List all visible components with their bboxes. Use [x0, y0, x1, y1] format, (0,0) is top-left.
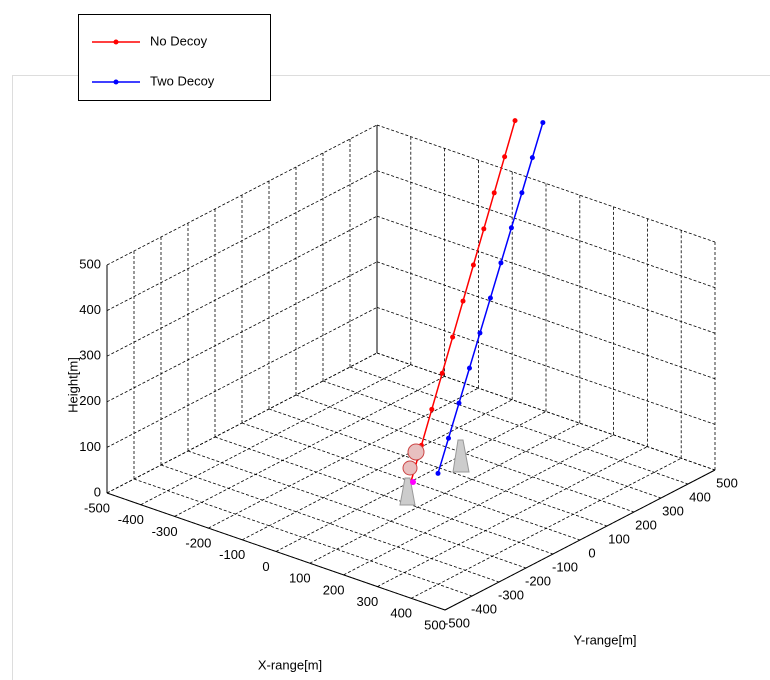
y-tick-label: -100	[552, 559, 578, 574]
y-tick-label: -300	[498, 587, 524, 602]
y-tick-label: 0	[588, 545, 595, 560]
data-point	[429, 406, 435, 412]
data-point	[519, 190, 525, 196]
grid-line	[309, 422, 580, 564]
y-tick-label: -200	[525, 573, 551, 588]
legend-label: No Decoy	[150, 33, 208, 48]
x-axis-label: X-range[m]	[258, 657, 322, 672]
y-tick-label: -400	[471, 601, 497, 616]
data-point	[439, 370, 445, 376]
data-point	[540, 120, 546, 126]
x-tick-label: -500	[84, 500, 110, 515]
data-point	[498, 260, 504, 266]
legend: No Decoy Two Decoy	[78, 14, 271, 101]
y-tick-label: 100	[608, 531, 630, 546]
plot-area: -500-400-300-200-1000100200300400500-500…	[79, 118, 738, 632]
z-tick-label: 400	[79, 302, 101, 317]
y-tick-label: 400	[689, 489, 711, 504]
data-point	[512, 118, 518, 124]
decoy-icon	[399, 477, 416, 506]
grid-line	[106, 352, 378, 494]
z-tick-label: 0	[94, 484, 101, 499]
data-point	[445, 435, 451, 441]
data-point	[460, 298, 466, 304]
z-tick-label: 500	[79, 256, 101, 271]
grid-line	[106, 215, 378, 357]
impact-point	[410, 479, 416, 485]
data-point	[481, 226, 487, 232]
x-tick-label: -200	[185, 536, 211, 551]
data-point	[477, 330, 483, 336]
data-point	[487, 295, 493, 301]
x-tick-label: 0	[262, 559, 269, 574]
target-icon	[407, 443, 425, 461]
y-tick-label: -500	[444, 615, 470, 630]
x-tick-label: 500	[424, 617, 446, 632]
data-point	[456, 400, 462, 406]
grid-line	[242, 399, 513, 541]
z-tick-label: 300	[79, 348, 101, 363]
z-tick-label: 100	[79, 439, 101, 454]
axis-line	[106, 492, 446, 611]
data-point	[450, 334, 456, 340]
axes-panel	[12, 75, 770, 680]
decoy-icon	[452, 439, 470, 473]
x-tick-label: -300	[152, 524, 178, 539]
data-point	[466, 365, 472, 371]
y-tick-label: 200	[635, 517, 657, 532]
x-tick-label: 300	[357, 594, 379, 609]
grid-line	[106, 261, 378, 403]
data-point	[435, 470, 441, 476]
data-point	[508, 225, 514, 231]
y-tick-label: 500	[716, 475, 738, 490]
data-point	[502, 154, 508, 160]
z-tick-label: 200	[79, 393, 101, 408]
legend-box	[78, 14, 271, 101]
target-icon	[402, 460, 418, 476]
y-axis-label: Y-range[m]	[573, 632, 636, 647]
data-point	[491, 190, 497, 196]
x-tick-label: -400	[118, 512, 144, 527]
z-axis-label: Height[m]	[65, 357, 80, 413]
legend-marker	[113, 39, 119, 45]
data-point	[470, 262, 476, 268]
legend-marker	[113, 79, 119, 85]
grid-line	[106, 124, 378, 266]
x-tick-label: 400	[390, 606, 412, 621]
legend-label: Two Decoy	[150, 73, 215, 88]
grid-line	[106, 170, 378, 311]
x-tick-label: -100	[219, 547, 245, 562]
y-tick-label: 300	[662, 503, 684, 518]
x-tick-label: 100	[289, 571, 311, 586]
target-icons	[399, 439, 470, 506]
grid-line	[106, 307, 378, 448]
data-point	[529, 155, 535, 161]
x-tick-label: 200	[323, 582, 345, 597]
axis-line	[444, 469, 716, 611]
